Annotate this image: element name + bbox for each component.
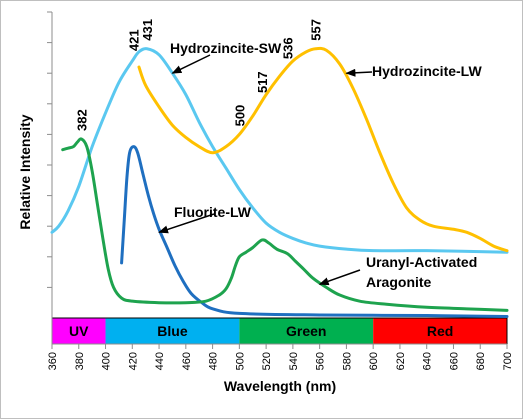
band-label: Green: [286, 323, 326, 339]
axes: 360 380 400 420 440 460 480 500 520 540 560 580 600 6…: [47, 11, 514, 370]
x-tick-label: 380: [74, 352, 86, 370]
band-blue: [105, 318, 240, 344]
x-tick-label: 400: [101, 352, 113, 370]
annotation-label: Aragonite: [366, 274, 432, 290]
peak-label: 421: [127, 29, 142, 51]
annotation-arrow: [158, 213, 215, 234]
x-tick-label: 680: [475, 352, 487, 370]
peak-label: 557: [309, 19, 324, 41]
peak-label: 536: [281, 37, 296, 59]
annotation-arrow: [171, 54, 211, 74]
annotation-arrow: [318, 269, 361, 286]
band-uv: [52, 318, 106, 344]
x-tick-label: 520: [261, 352, 273, 370]
x-tick-label: 640: [422, 352, 434, 370]
band-red: [373, 318, 507, 344]
band-green: [239, 318, 374, 344]
band-label: Blue: [157, 323, 188, 339]
x-tick-label: 440: [154, 352, 166, 370]
x-tick-label: 460: [181, 352, 193, 370]
x-tick-label: 540: [288, 352, 300, 370]
annotation-label: Hydrozincite-SW: [170, 40, 282, 56]
series-curves: [50, 46, 509, 318]
x-tick-label: 600: [368, 352, 380, 370]
x-tick-label: 360: [47, 352, 59, 370]
x-tick-label: 660: [448, 352, 460, 370]
peak-label: 517: [255, 71, 270, 93]
series-line-uranyl-activated-aragonite: [61, 137, 509, 312]
x-axis-title: Wavelength (nm): [224, 378, 336, 394]
annotation-label: Fluorite-LW: [174, 204, 252, 220]
peak-label: 500: [232, 105, 247, 127]
band-label: Red: [427, 323, 453, 339]
series-line-hydrozincite-sw: [50, 47, 509, 254]
x-tick-label: 480: [208, 352, 220, 370]
x-tick-label: 560: [315, 352, 327, 370]
series-line-hydrozincite-lw: [137, 46, 509, 253]
x-tick-label: 420: [127, 352, 139, 370]
peak-label: 431: [140, 19, 155, 41]
annotation-label: Uranyl-Activated: [366, 254, 477, 270]
series-line-fluorite-lw: [120, 145, 509, 318]
peak-label: 382: [74, 109, 89, 131]
x-tick-label: 580: [341, 352, 353, 370]
spectrum-bands: UV Blue Green Red: [51, 317, 508, 345]
x-tick-label: 620: [395, 352, 407, 370]
x-tick-label: 500: [234, 352, 246, 370]
annotation-arrow: [345, 68, 373, 77]
annotation-label: Hydrozincite-LW: [372, 63, 482, 79]
band-label: UV: [69, 323, 89, 339]
x-tick-label: 700: [502, 352, 514, 370]
y-axis-title: Relative Intensity: [17, 114, 33, 229]
